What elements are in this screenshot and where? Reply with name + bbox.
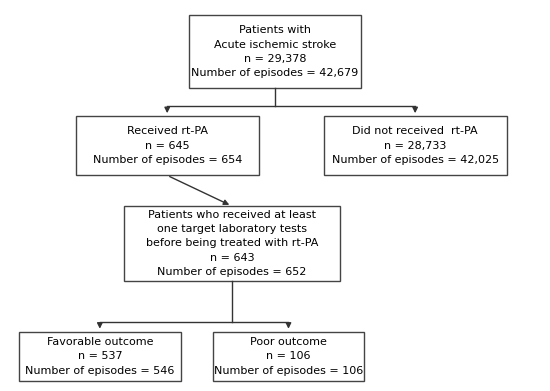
FancyBboxPatch shape xyxy=(323,116,507,176)
FancyBboxPatch shape xyxy=(124,206,340,281)
Text: Poor outcome
n = 106
Number of episodes = 106: Poor outcome n = 106 Number of episodes … xyxy=(214,337,363,376)
Text: Patients who received at least
one target laboratory tests
before being treated : Patients who received at least one targe… xyxy=(146,210,318,277)
FancyBboxPatch shape xyxy=(19,332,180,381)
Text: Favorable outcome
n = 537
Number of episodes = 546: Favorable outcome n = 537 Number of epis… xyxy=(25,337,174,376)
Text: Patients with
Acute ischemic stroke
n = 29,378
Number of episodes = 42,679: Patients with Acute ischemic stroke n = … xyxy=(191,25,359,79)
FancyBboxPatch shape xyxy=(189,15,361,88)
FancyBboxPatch shape xyxy=(75,116,259,176)
FancyBboxPatch shape xyxy=(213,332,364,381)
Text: Received rt-PA
n = 645
Number of episodes = 654: Received rt-PA n = 645 Number of episode… xyxy=(92,126,242,165)
Text: Did not received  rt-PA
n = 28,733
Number of episodes = 42,025: Did not received rt-PA n = 28,733 Number… xyxy=(332,126,499,165)
